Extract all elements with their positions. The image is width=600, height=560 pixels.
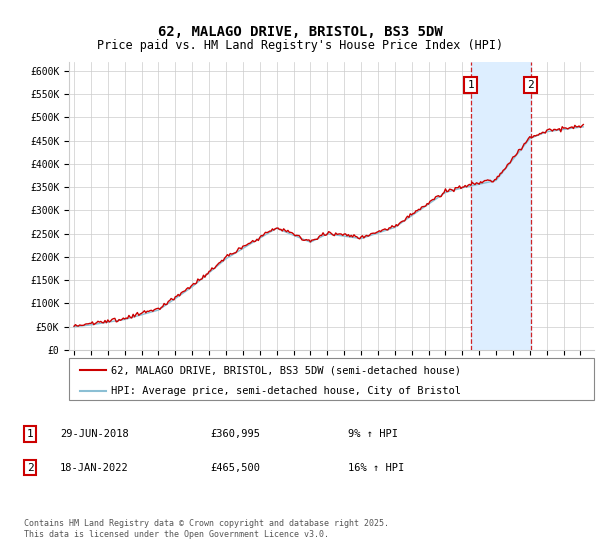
Text: 1: 1 xyxy=(26,429,34,439)
Text: £465,500: £465,500 xyxy=(210,463,260,473)
Text: 62, MALAGO DRIVE, BRISTOL, BS3 5DW (semi-detached house): 62, MALAGO DRIVE, BRISTOL, BS3 5DW (semi… xyxy=(111,365,461,375)
Text: Price paid vs. HM Land Registry's House Price Index (HPI): Price paid vs. HM Land Registry's House … xyxy=(97,39,503,52)
Text: 16% ↑ HPI: 16% ↑ HPI xyxy=(348,463,404,473)
Text: 9% ↑ HPI: 9% ↑ HPI xyxy=(348,429,398,439)
Text: Contains HM Land Registry data © Crown copyright and database right 2025.
This d: Contains HM Land Registry data © Crown c… xyxy=(24,520,389,539)
Text: 18-JAN-2022: 18-JAN-2022 xyxy=(60,463,129,473)
Text: HPI: Average price, semi-detached house, City of Bristol: HPI: Average price, semi-detached house,… xyxy=(111,386,461,396)
Text: 1: 1 xyxy=(467,80,474,90)
Bar xyxy=(470,62,530,350)
Text: £360,995: £360,995 xyxy=(210,429,260,439)
Text: 2: 2 xyxy=(527,80,534,90)
Text: 29-JUN-2018: 29-JUN-2018 xyxy=(60,429,129,439)
Text: 62, MALAGO DRIVE, BRISTOL, BS3 5DW: 62, MALAGO DRIVE, BRISTOL, BS3 5DW xyxy=(158,25,442,39)
Text: 2: 2 xyxy=(26,463,34,473)
FancyBboxPatch shape xyxy=(69,358,594,400)
